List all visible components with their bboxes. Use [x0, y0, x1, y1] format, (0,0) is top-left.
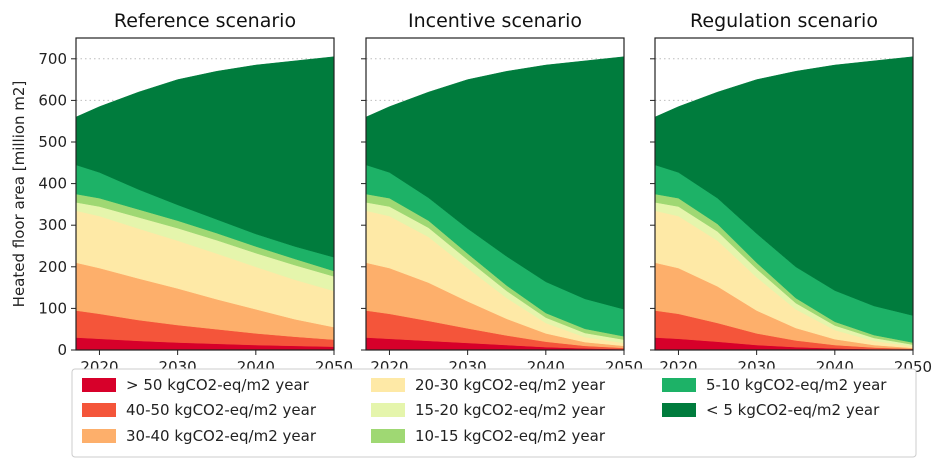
y-tick-label: 600	[38, 91, 67, 109]
legend-label: 20-30 kgCO2-eq/m2 year	[415, 376, 606, 394]
legend-swatch	[82, 378, 116, 392]
y-axis-label: Heated floor area [million m2]	[10, 81, 28, 308]
legend-swatch	[371, 378, 405, 392]
y-tick-label: 200	[38, 258, 67, 276]
legend-swatch	[371, 403, 405, 417]
legend-swatch	[82, 429, 116, 443]
y-tick-label: 100	[38, 299, 67, 317]
legend-label: > 50 kgCO2-eq/m2 year	[126, 376, 310, 394]
y-tick-label: 500	[38, 133, 67, 151]
legend-label: 40-50 kgCO2-eq/m2 year	[126, 401, 317, 419]
y-tick-label: 0	[57, 341, 67, 359]
legend-label: < 5 kgCO2-eq/m2 year	[706, 401, 880, 419]
legend-swatch	[371, 429, 405, 443]
legend-label: 30-40 kgCO2-eq/m2 year	[126, 427, 317, 445]
legend-label: 10-15 kgCO2-eq/m2 year	[415, 427, 606, 445]
panel-title: Reference scenario	[114, 10, 296, 32]
legend-label: 15-20 kgCO2-eq/m2 year	[415, 401, 606, 419]
legend-label: 5-10 kgCO2-eq/m2 year	[706, 376, 887, 394]
panel-title: Regulation scenario	[690, 10, 878, 32]
y-tick-label: 400	[38, 175, 67, 193]
legend-swatch	[82, 403, 116, 417]
y-tick-label: 300	[38, 216, 67, 234]
legend-swatch	[662, 378, 696, 392]
legend-swatch	[662, 403, 696, 417]
y-tick-label: 700	[38, 50, 67, 68]
panel-title: Incentive scenario	[408, 10, 582, 32]
